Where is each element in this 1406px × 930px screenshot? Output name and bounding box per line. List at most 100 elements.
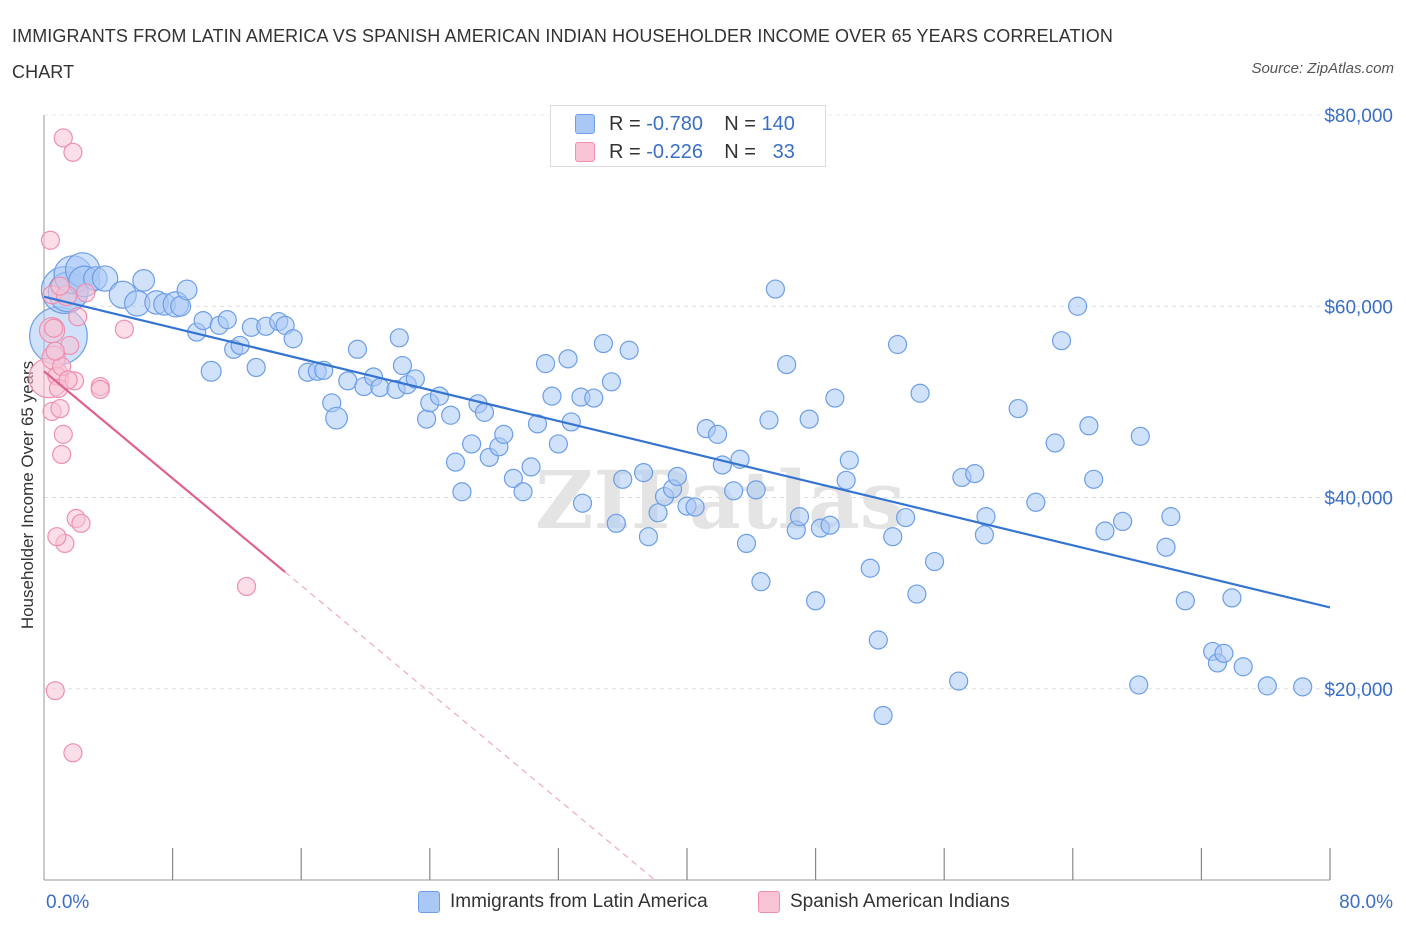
point-spanish-american-indians <box>63 743 83 763</box>
point-latin-america <box>1233 657 1253 677</box>
point-latin-america <box>746 480 766 500</box>
source-label: Source: ZipAtlas.com <box>1251 60 1394 77</box>
point-latin-america <box>176 279 198 301</box>
point-latin-america <box>648 503 668 523</box>
point-latin-america <box>325 406 348 430</box>
point-latin-america <box>910 383 930 403</box>
point-latin-america <box>1257 676 1277 696</box>
point-latin-america <box>246 357 266 378</box>
correlation-legend: R = -0.780 N = 140 R = -0.226 N = 33 <box>550 105 826 167</box>
point-latin-america <box>619 340 639 360</box>
chart-title: IMMIGRANTS FROM LATIN AMERICA VS SPANISH… <box>12 26 1113 82</box>
point-spanish-american-indians <box>71 513 91 533</box>
point-latin-america <box>542 386 562 406</box>
point-latin-america <box>883 527 903 547</box>
point-spanish-american-indians <box>45 681 65 701</box>
point-latin-america <box>606 513 626 533</box>
point-latin-america <box>799 409 819 429</box>
series-swatch-pink <box>758 891 780 913</box>
point-latin-america <box>392 355 413 376</box>
legend-n-value: 33 <box>772 140 795 163</box>
trend-lines <box>43 295 1331 881</box>
point-latin-america <box>405 369 425 389</box>
point-latin-america <box>513 482 533 502</box>
trend-line-spanish-american-indians <box>43 370 286 573</box>
point-latin-america <box>1222 588 1242 608</box>
point-spanish-american-indians <box>47 527 67 547</box>
point-latin-america <box>949 671 969 691</box>
series-label: Spanish American Indians <box>790 891 1010 912</box>
point-spanish-american-indians <box>63 142 83 162</box>
point-latin-america <box>1113 511 1133 532</box>
point-latin-america <box>825 388 845 408</box>
x-tick-label-min: 0.0% <box>46 892 89 913</box>
point-spanish-american-indians <box>44 318 64 338</box>
point-latin-america <box>759 410 779 430</box>
trend-line-extension <box>284 571 656 881</box>
point-latin-america <box>1293 677 1313 697</box>
point-latin-america <box>633 463 654 483</box>
point-latin-america <box>370 377 390 398</box>
point-latin-america <box>217 310 237 330</box>
y-tick-label: $80,000 <box>1324 106 1393 127</box>
point-spanish-american-indians <box>236 576 257 597</box>
point-latin-america <box>860 558 880 578</box>
point-spanish-american-indians <box>50 276 70 296</box>
point-latin-america <box>548 434 569 454</box>
point-latin-america <box>452 482 472 502</box>
point-latin-america <box>1026 492 1046 512</box>
point-latin-america <box>836 470 856 490</box>
point-latin-america <box>445 452 466 472</box>
point-latin-america <box>724 481 744 501</box>
point-latin-america <box>974 525 994 545</box>
point-latin-america <box>736 533 757 554</box>
point-latin-america <box>868 630 888 650</box>
point-latin-america <box>820 515 840 535</box>
legend-r-value: -0.780 <box>646 112 703 135</box>
legend-r-label: R = <box>609 140 641 163</box>
point-latin-america <box>685 497 705 517</box>
point-latin-america <box>1079 416 1099 436</box>
point-latin-america <box>474 402 495 422</box>
data-points <box>28 128 1313 763</box>
point-latin-america <box>1156 537 1176 557</box>
point-latin-america <box>1095 521 1115 541</box>
point-latin-america <box>91 265 119 292</box>
series-swatch-blue <box>418 891 440 913</box>
legend-swatch-pink <box>575 142 595 162</box>
point-latin-america <box>976 507 996 527</box>
point-latin-america <box>1084 469 1104 489</box>
point-latin-america <box>1130 426 1150 446</box>
point-latin-america <box>584 388 604 408</box>
legend-swatch-blue <box>575 114 595 134</box>
point-latin-america <box>389 328 409 348</box>
point-latin-america <box>503 468 523 488</box>
y-tick-label: $60,000 <box>1324 297 1393 318</box>
point-latin-america <box>132 269 156 292</box>
y-tick-label: $20,000 <box>1324 680 1393 701</box>
legend-r-value: -0.226 <box>646 140 703 163</box>
point-latin-america <box>839 450 859 470</box>
point-latin-america <box>1161 507 1181 527</box>
x-tick-label-max: 80.0% <box>1339 892 1393 913</box>
point-latin-america <box>283 329 303 349</box>
series-legend-latin-america: Immigrants from Latin America <box>418 888 708 916</box>
point-latin-america <box>193 310 213 331</box>
point-latin-america <box>765 279 786 299</box>
point-spanish-american-indians <box>40 230 61 250</box>
point-spanish-american-indians <box>52 444 72 465</box>
point-latin-america <box>613 469 633 489</box>
point-latin-america <box>965 463 985 484</box>
point-latin-america <box>1068 296 1088 316</box>
point-latin-america <box>805 591 826 611</box>
point-spanish-american-indians <box>53 128 73 148</box>
point-spanish-american-indians <box>76 283 96 303</box>
point-spanish-american-indians <box>90 379 110 400</box>
point-spanish-american-indians <box>45 341 65 361</box>
tick-labels: $20,000 $40,000 $60,000 $80,000 0.0% 80.0% <box>46 106 1393 913</box>
trend-line-latin-america <box>43 295 1331 609</box>
point-latin-america <box>873 705 893 726</box>
point-latin-america <box>441 405 461 425</box>
point-latin-america <box>896 507 916 528</box>
